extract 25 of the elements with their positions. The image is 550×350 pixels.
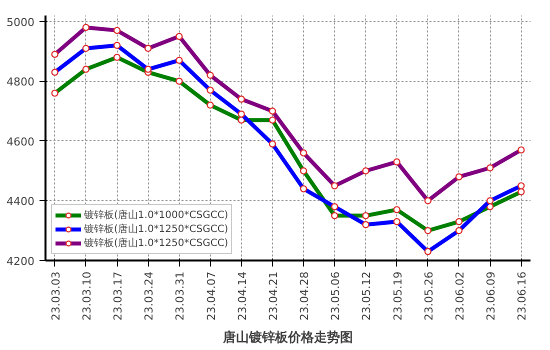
x-tick-label: 23.04.07: [204, 272, 218, 320]
x-tick-label: 23.04.28: [298, 272, 312, 320]
x-tick-label: 23.03.03: [49, 272, 62, 320]
y-tick-label: 5000: [6, 16, 35, 29]
x-tick-label: 23.06.16: [516, 272, 529, 320]
y-tick-label: 4600: [6, 135, 35, 148]
text: 唐山镀锌板价格走势图: [222, 330, 353, 346]
x-tick-label: 23.03.31: [174, 272, 187, 320]
x-tick-label: 23.03.17: [112, 272, 125, 320]
y-tick-label: 4200: [6, 255, 35, 268]
legend-label: 镀锌板(唐山1.0*1000*CSGCC): [84, 208, 228, 222]
x-tick-label: 23.04.21: [266, 272, 280, 320]
x-tick-label: 23.06.02: [453, 272, 466, 320]
x-tick-label: 23.03.24: [142, 272, 156, 320]
y-tick-label: 4800: [6, 76, 35, 89]
legend-label: 镀锌板(唐山1.0*1250*CSGCC): [84, 236, 228, 250]
y-tick-label: 4400: [6, 195, 35, 208]
legend-label: 镀锌板(唐山1.0*1250*CSGCC): [84, 222, 228, 236]
x-tick-label: 23.05.12: [360, 272, 374, 320]
x-tick-label: 23.04.14: [236, 272, 249, 320]
x-tick-label: 23.05.06: [329, 272, 342, 320]
x-tick-label: 23.05.19: [391, 272, 404, 320]
x-tick-label: 23.06.09: [484, 272, 498, 320]
x-tick-label: 23.03.10: [80, 272, 94, 320]
x-tick-label: 23.05.26: [422, 272, 436, 320]
